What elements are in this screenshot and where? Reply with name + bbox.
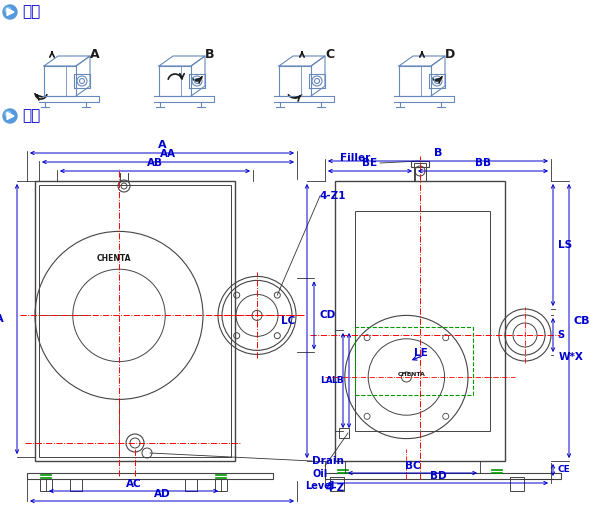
Text: A: A bbox=[90, 47, 100, 60]
Text: 4-Z1: 4-Z1 bbox=[320, 191, 346, 201]
Text: 4-Z: 4-Z bbox=[325, 483, 344, 493]
Bar bbox=[330, 477, 344, 491]
Circle shape bbox=[3, 5, 17, 19]
Polygon shape bbox=[7, 112, 14, 120]
Text: S: S bbox=[557, 330, 564, 340]
Text: CD: CD bbox=[319, 311, 335, 320]
Text: CHENTA: CHENTA bbox=[97, 254, 131, 263]
Text: BD: BD bbox=[430, 471, 446, 481]
Text: AD: AD bbox=[154, 489, 170, 499]
Circle shape bbox=[3, 109, 17, 123]
Bar bbox=[355, 211, 490, 431]
Text: W*X: W*X bbox=[559, 352, 584, 362]
Bar bbox=[414, 163, 426, 181]
Text: BE: BE bbox=[362, 158, 378, 168]
Text: Drain: Drain bbox=[312, 456, 344, 466]
Bar bbox=[39, 185, 231, 457]
Text: Filler: Filler bbox=[340, 153, 370, 163]
Bar bbox=[35, 181, 235, 461]
Text: LB: LB bbox=[331, 376, 344, 385]
Text: CHENTA: CHENTA bbox=[397, 372, 426, 377]
Bar bbox=[339, 428, 349, 438]
Text: CB: CB bbox=[574, 316, 590, 326]
Text: LE: LE bbox=[414, 348, 428, 358]
Bar bbox=[215, 479, 227, 491]
Text: AB: AB bbox=[147, 158, 163, 168]
Text: D: D bbox=[445, 47, 455, 60]
Bar bbox=[70, 479, 82, 491]
Bar bbox=[27, 473, 273, 479]
Text: CE: CE bbox=[557, 465, 569, 475]
Bar bbox=[185, 479, 197, 491]
Bar bbox=[40, 479, 52, 491]
Text: 軸向: 軸向 bbox=[22, 5, 40, 20]
Text: C: C bbox=[325, 47, 335, 60]
Text: BB: BB bbox=[475, 158, 491, 168]
Circle shape bbox=[5, 111, 11, 117]
Text: A: A bbox=[157, 140, 166, 150]
Text: LA: LA bbox=[320, 376, 333, 385]
Bar bbox=[411, 161, 429, 167]
Bar bbox=[325, 473, 561, 479]
Text: Oil
Level: Oil Level bbox=[305, 469, 335, 491]
Text: 規格: 規格 bbox=[22, 108, 40, 123]
Text: BC: BC bbox=[405, 461, 420, 471]
Bar bbox=[510, 477, 524, 491]
Text: B: B bbox=[434, 148, 442, 158]
Text: AC: AC bbox=[125, 479, 141, 489]
Text: CA: CA bbox=[0, 314, 4, 324]
Polygon shape bbox=[7, 8, 14, 15]
Text: LC: LC bbox=[281, 316, 295, 326]
Text: LS: LS bbox=[558, 240, 572, 250]
Circle shape bbox=[5, 7, 11, 13]
Bar bbox=[335, 181, 505, 461]
Text: B: B bbox=[205, 47, 215, 60]
Bar bbox=[355, 327, 473, 395]
Text: AA: AA bbox=[160, 149, 176, 159]
